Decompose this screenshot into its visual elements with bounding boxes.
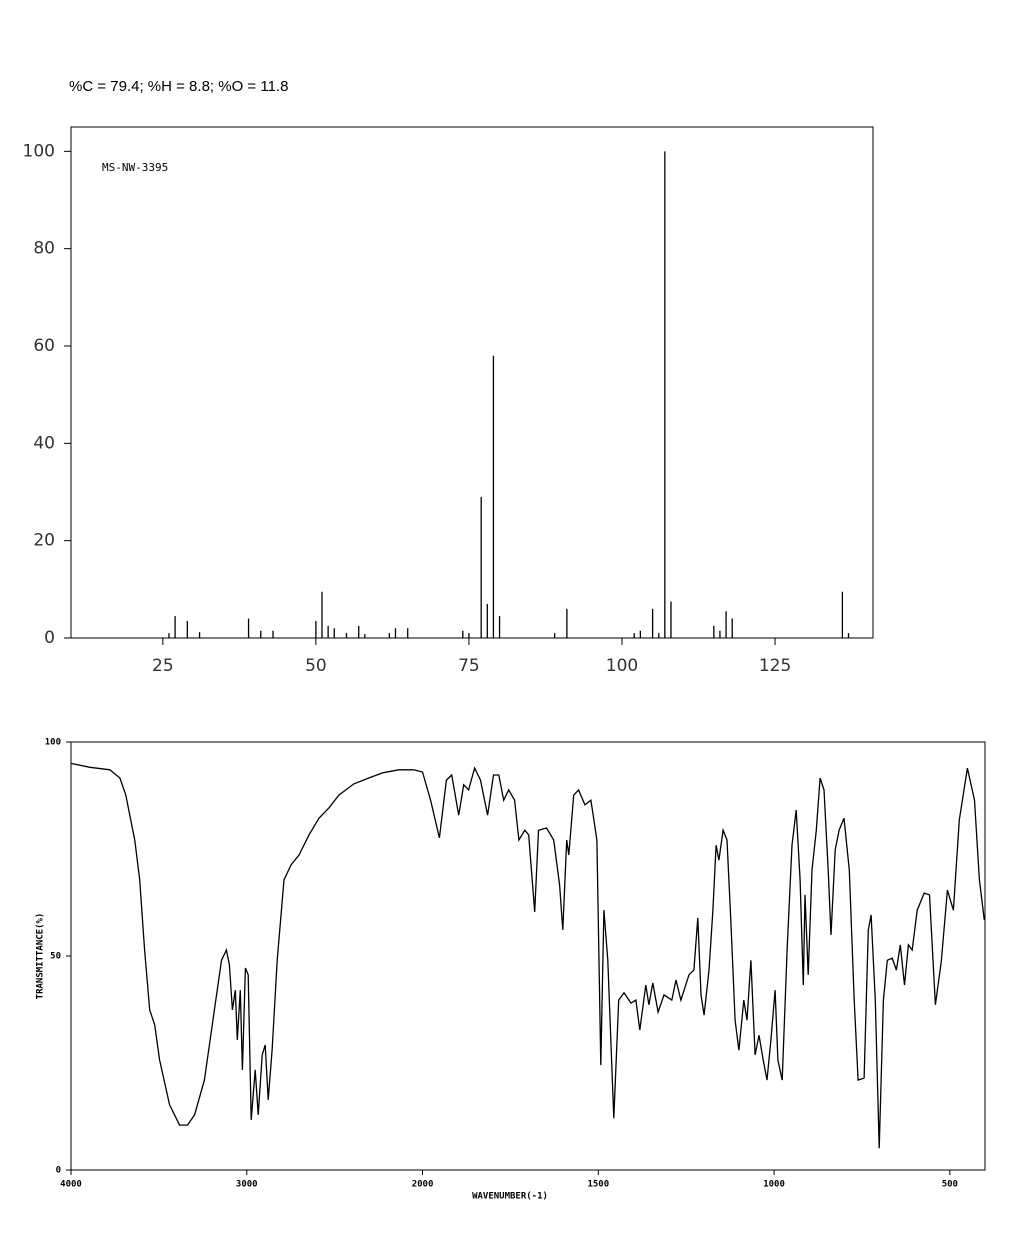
spectrum-line xyxy=(70,762,985,1149)
annotation: MS-NW-3395 xyxy=(102,161,168,174)
plot-frame xyxy=(70,126,874,639)
x-tick-label: 1500 xyxy=(587,1180,609,1190)
x-tick-label: 4000 xyxy=(60,1180,82,1190)
y-tick-label: 100 xyxy=(23,141,55,161)
y-tick-label: 20 xyxy=(33,531,55,551)
y-tick-label: 40 xyxy=(33,433,55,453)
y-tick-label: 60 xyxy=(33,336,55,356)
y-tick-label: 100 xyxy=(45,738,61,748)
x-tick-label: 25 xyxy=(152,656,174,676)
x-tick-label: 100 xyxy=(606,656,638,676)
y-tick-label: 0 xyxy=(56,1166,61,1176)
x-axis-label: WAVENUMBER(-1) xyxy=(472,1192,548,1202)
x-tick-label: 125 xyxy=(759,656,791,676)
x-tick-label: 3000 xyxy=(236,1180,258,1190)
y-axis-label: TRANSMITTANCE(%) xyxy=(36,913,46,1000)
y-tick-label: 80 xyxy=(33,239,55,259)
chart-title: %C = 79.4; %H = 8.8; %O = 11.8 xyxy=(69,78,288,95)
x-tick-label: 75 xyxy=(458,656,480,676)
x-tick-label: 2000 xyxy=(412,1180,434,1190)
y-tick-label: 50 xyxy=(50,952,61,962)
x-tick-label: 1000 xyxy=(763,1180,785,1190)
plot-frame xyxy=(70,741,986,1171)
y-tick-label: 0 xyxy=(44,628,55,648)
x-tick-label: 50 xyxy=(305,656,327,676)
x-tick-label: 500 xyxy=(942,1180,958,1190)
